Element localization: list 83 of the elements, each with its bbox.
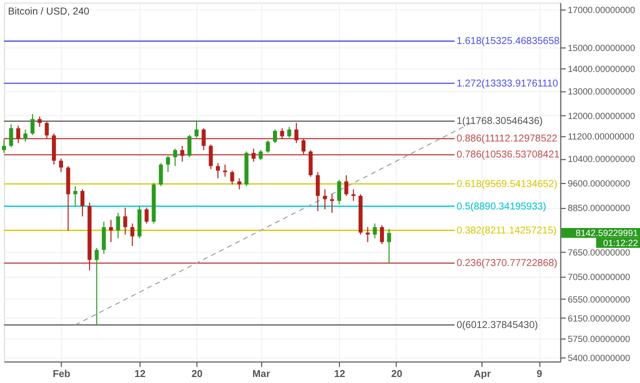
y-tick-label: 7050.00000000: [568, 272, 630, 282]
candlestick: [302, 138, 306, 155]
x-tick-label: 20: [192, 368, 204, 380]
ref-line-label: 0(6012.37845430): [456, 320, 538, 331]
candlestick: [372, 222, 377, 239]
candlestick: [330, 194, 334, 214]
y-tick-label: 14000.00000000: [568, 64, 636, 74]
candlestick: [322, 188, 327, 210]
candlestick: [337, 179, 342, 205]
candlestick: [73, 186, 78, 206]
candlestick: [208, 144, 213, 170]
candlestick: [166, 155, 170, 173]
candlestick: [380, 224, 384, 245]
candlestick: [223, 164, 228, 178]
candlestick: [351, 188, 356, 202]
y-tick-label: 6550.00000000: [568, 294, 630, 304]
candlestick: [38, 116, 42, 128]
candlestick: [316, 172, 320, 212]
candlestick: [94, 247, 99, 326]
candlestick: [387, 228, 392, 264]
candlestick: [272, 129, 277, 144]
candlestick: [216, 162, 220, 179]
candlestick: [187, 134, 192, 158]
x-tick-label: Feb: [52, 368, 70, 380]
y-tick-label: 17000.00000000: [568, 5, 636, 16]
candlestick: [108, 219, 113, 243]
candlestick: [308, 150, 313, 178]
candlestick: [366, 226, 370, 243]
ref-line-label: 1.272(13333.91761110: [456, 78, 559, 90]
ref-line-label: 1.618(15325.46835658: [456, 36, 560, 48]
y-tick-label: 8850.00000000: [568, 203, 630, 214]
candlestick: [2, 138, 6, 154]
candlestick: [130, 222, 134, 246]
candlestick: [16, 125, 20, 144]
y-tick-label: 6150.00000000: [568, 314, 630, 324]
candlestick: [180, 145, 184, 162]
text: 01:12:22: [603, 238, 638, 248]
candlestick: [59, 158, 64, 173]
ref-line-label: 0.786(10536.53708421: [456, 150, 560, 161]
x-tick-label: 20: [391, 368, 403, 380]
candlestick: [266, 140, 270, 154]
candlestick: [252, 148, 256, 162]
y-tick-label: 12000.00000000: [568, 110, 636, 121]
y-tick-label: 5750.00000000: [568, 334, 630, 344]
ref-line-label: 0.886(11112.12978522: [456, 134, 558, 145]
y-tick-label: 5400.00000000: [568, 352, 630, 363]
candlestick: [144, 207, 149, 224]
candlestick: [344, 174, 348, 196]
ref-line-label: 0.382(8211.14257215): [456, 225, 557, 236]
y-tick-label: 15000.00000000: [568, 43, 636, 54]
text: 8142.59229991: [576, 228, 638, 238]
ref-line-label: 0.5(8890.34195933): [456, 201, 546, 212]
y-tick-label: 10400.00000000: [568, 154, 636, 164]
candlestick: [158, 162, 163, 187]
y-tick-label: 9600.00000000: [568, 178, 630, 188]
candlestick: [44, 121, 49, 140]
y-tick-label: 7650.00000000: [568, 247, 630, 258]
ref-line-label: 1(11768.30546436): [456, 116, 543, 128]
candlestick: [258, 150, 263, 161]
ref-line-label: 0.236(7370.77722868): [456, 258, 558, 270]
candlestick: [230, 170, 234, 186]
ref-line-label: 0.618(9569.54134652): [456, 178, 558, 190]
candlestick: [80, 188, 84, 217]
candlestick: [280, 128, 284, 140]
candlestick: [123, 207, 128, 236]
x-tick-label: 9: [536, 368, 543, 380]
candlestick: [202, 128, 206, 151]
y-tick-label: 13000.00000000: [568, 86, 636, 96]
candlestick: [237, 178, 242, 190]
x-tick-label: Mar: [252, 368, 270, 380]
chart-title: Bitcoin / USD, 240: [8, 6, 90, 18]
candlestick: [173, 148, 178, 167]
candlestick: [294, 122, 298, 144]
x-tick-label: 12: [334, 368, 346, 380]
candlestick: [102, 221, 106, 254]
candlestick: [116, 212, 120, 239]
candlestick: [23, 129, 28, 142]
candlestick: [194, 120, 199, 138]
x-tick-label: Apr: [474, 368, 491, 380]
candlestick: [30, 114, 35, 136]
candlestick: [9, 124, 14, 148]
y-tick-label: 11200.00000000: [568, 132, 634, 142]
x-tick-label: 12: [134, 368, 146, 380]
